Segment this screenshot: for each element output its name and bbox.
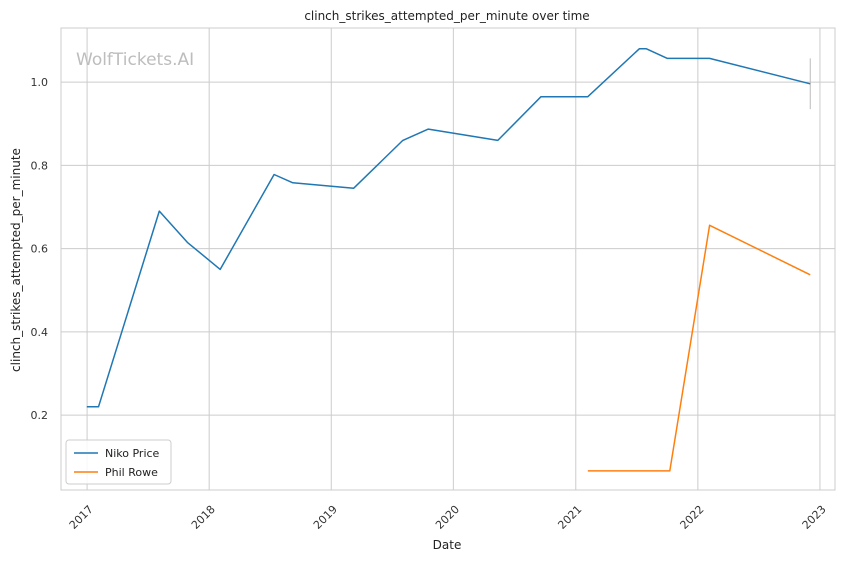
watermark: WolfTickets.AI: [76, 50, 194, 70]
y-tick-label: 0.8: [31, 159, 49, 172]
x-axis-title: Date: [433, 538, 462, 552]
plot-frame: [60, 27, 836, 491]
series-line-niko-price: [86, 48, 811, 408]
y-tick-label: 0.6: [31, 243, 49, 256]
legend-box: [65, 439, 172, 485]
y-tick-label: 1.0: [31, 76, 49, 89]
legend: Niko Price Phil Rowe: [65, 439, 172, 485]
series-line-phil-rowe: [587, 224, 811, 472]
chart-title: clinch_strikes_attempted_per_minute over…: [304, 9, 589, 23]
y-tick-label: 0.2: [31, 409, 49, 422]
legend-label-niko-price: Niko Price: [105, 447, 160, 460]
y-axis-title: clinch_strikes_attempted_per_minute: [9, 148, 23, 372]
y-tick-label: 0.4: [31, 326, 49, 339]
legend-label-phil-rowe: Phil Rowe: [105, 466, 158, 479]
series-layer: [86, 48, 811, 472]
